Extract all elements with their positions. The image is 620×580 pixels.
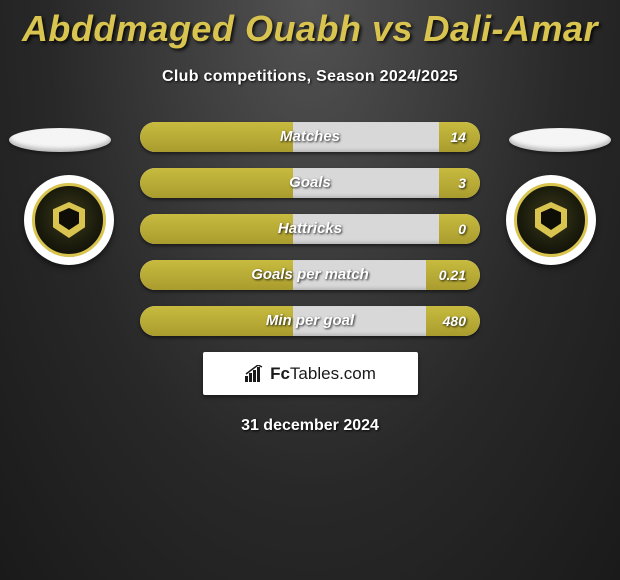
stat-value-right: 14 xyxy=(450,122,466,152)
stat-label: Goals xyxy=(140,168,480,198)
stat-row: Matches14 xyxy=(140,122,480,152)
stat-value-right: 0.21 xyxy=(439,260,466,290)
stat-label: Min per goal xyxy=(140,306,480,336)
brand-text: FcTables.com xyxy=(270,364,376,384)
badge-inner xyxy=(32,183,106,257)
badge-inner xyxy=(514,183,588,257)
club-badge-left: UNION SPORTIVE QUEVILLAISE xyxy=(24,175,114,265)
date-text: 31 december 2024 xyxy=(0,417,620,435)
stat-label: Hattricks xyxy=(140,214,480,244)
chart-icon xyxy=(244,365,266,383)
stat-row: Hattricks0 xyxy=(140,214,480,244)
stats-section: Matches14 Goals3 Hattricks0 Goals per match… xyxy=(0,122,620,435)
crest-icon xyxy=(535,202,567,238)
stat-row: Min per goal480 xyxy=(140,306,480,336)
player-right-ellipse xyxy=(509,128,611,152)
stat-label: Goals per match xyxy=(140,260,480,290)
subtitle: Club competitions, Season 2024/2025 xyxy=(0,68,620,86)
stat-label: Matches xyxy=(140,122,480,152)
page-title: Abddmaged Ouabh vs Dali-Amar xyxy=(0,0,620,50)
crest-icon xyxy=(53,202,85,238)
stat-value-right: 3 xyxy=(458,168,466,198)
brand-box: FcTables.com xyxy=(203,352,418,395)
stat-value-right: 0 xyxy=(458,214,466,244)
stat-value-right: 480 xyxy=(443,306,466,336)
player-left-ellipse xyxy=(9,128,111,152)
club-badge-right: UNION SPORTIVE QUEVILLAISE xyxy=(506,175,596,265)
stat-row: Goals3 xyxy=(140,168,480,198)
stat-row: Goals per match0.21 xyxy=(140,260,480,290)
